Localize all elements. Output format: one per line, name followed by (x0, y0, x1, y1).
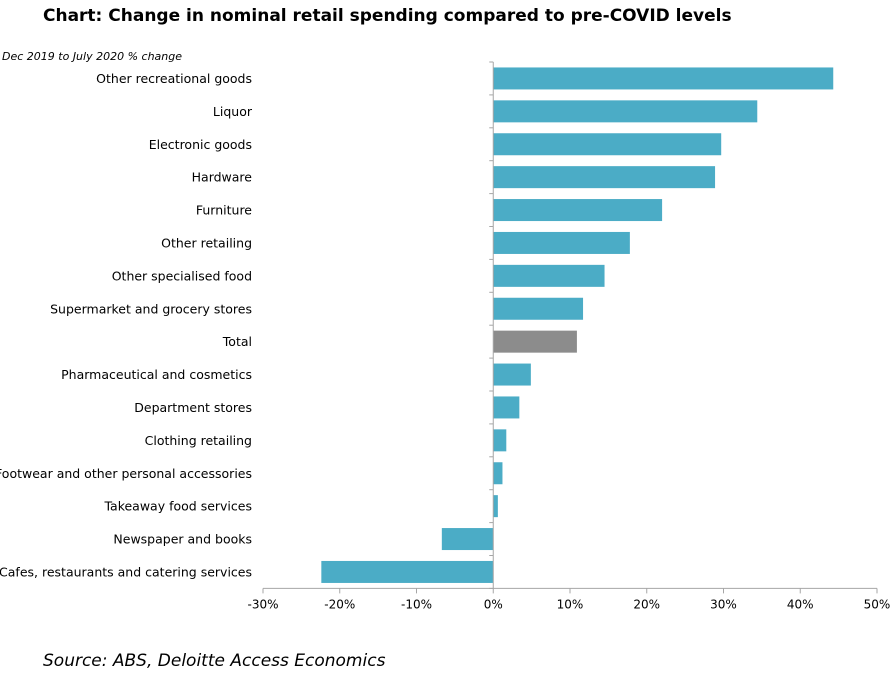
bar (493, 264, 605, 287)
category-label: Hardware (192, 170, 253, 185)
category-label: Takeaway food services (103, 499, 252, 514)
bar (493, 67, 834, 90)
bar (493, 133, 722, 156)
category-label: Pharmaceutical and cosmetics (61, 367, 252, 382)
x-tick-label: 30% (710, 597, 737, 611)
chart-subtitle: Dec 2019 to July 2020 % change (2, 50, 183, 63)
x-tick-label: -20% (324, 597, 355, 611)
x-tick-label: -30% (247, 597, 278, 611)
bar (493, 462, 503, 485)
category-label: Total (222, 334, 252, 349)
x-tick-label: 20% (633, 597, 660, 611)
bar (493, 330, 577, 353)
category-label: Department stores (134, 400, 252, 415)
category-label: Other recreational goods (96, 71, 252, 86)
category-label: Other retailing (161, 235, 252, 250)
x-tick-label: 0% (484, 597, 503, 611)
source-note: Source: ABS, Deloitte Access Economics (43, 651, 386, 671)
category-label: Newspaper and books (113, 532, 252, 547)
bar (493, 199, 663, 222)
bar (493, 231, 630, 254)
bar (493, 429, 507, 452)
bar (493, 166, 716, 189)
x-tick-label: 50% (864, 597, 891, 611)
bar (493, 297, 584, 320)
x-tick-label: 40% (787, 597, 814, 611)
category-label: Clothing retailing (145, 433, 252, 448)
bar-chart: Other recreational goods Liquor Electronic… (0, 61, 891, 611)
chart-title: Chart: Change in nominal retail spending… (43, 6, 732, 26)
x-tick-label: -10% (401, 597, 432, 611)
category-label: Furniture (196, 203, 252, 218)
category-label: Cafes, restaurants and catering services (0, 564, 252, 579)
category-label: Supermarket and grocery stores (50, 301, 252, 316)
bar (493, 100, 758, 123)
category-label: Footwear and other personal accessories (0, 466, 252, 481)
x-tick-label: 10% (557, 597, 584, 611)
bar (493, 363, 531, 386)
category-label: Liquor (213, 104, 253, 119)
category-label: Other specialised food (112, 268, 252, 283)
bar (321, 560, 494, 583)
category-label: Electronic goods (149, 137, 252, 152)
bar (493, 495, 498, 518)
bar (441, 528, 494, 551)
bar (493, 396, 520, 419)
